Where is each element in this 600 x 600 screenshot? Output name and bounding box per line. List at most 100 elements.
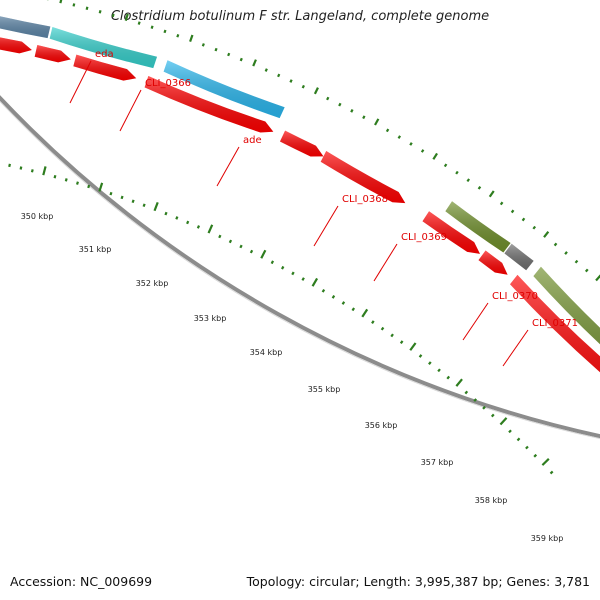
- scale-tick: [455, 378, 463, 387]
- cds-arrow-shade: [320, 151, 406, 204]
- scale-tick: [321, 288, 326, 293]
- outer-tick: [227, 52, 231, 57]
- outer-tick: [72, 3, 76, 7]
- outer-tick: [163, 29, 167, 34]
- scale-tick: [541, 458, 550, 466]
- scale-tick: [490, 413, 495, 418]
- callout-line: [502, 329, 529, 367]
- outer-tick: [264, 68, 268, 72]
- scale-tick: [228, 239, 233, 244]
- outer-tick: [137, 21, 141, 25]
- cds-arrow-shade: [478, 250, 508, 275]
- outer-tick: [289, 79, 293, 83]
- scale-tick: [270, 260, 275, 265]
- feature-label: CLI_0371: [532, 318, 578, 329]
- scale-label: 355 kbp: [308, 385, 341, 394]
- feature-label: CLI_0368: [342, 194, 388, 205]
- outer-tick: [98, 10, 102, 14]
- scale-tick: [186, 220, 190, 225]
- outer-tick: [466, 178, 470, 183]
- callout-line: [69, 60, 92, 104]
- callout-line: [119, 89, 142, 132]
- outer-tick: [326, 96, 330, 101]
- outer-tick: [85, 6, 89, 11]
- outer-tick: [214, 47, 218, 52]
- scale-tick: [30, 169, 34, 173]
- scale-tick: [19, 166, 23, 170]
- scale-tick: [153, 201, 159, 212]
- scale-tick: [516, 437, 521, 442]
- feature-label: ade: [243, 135, 262, 146]
- scale-tick: [120, 195, 124, 200]
- callout-line: [313, 205, 339, 247]
- outer-tick: [176, 33, 180, 38]
- scale-tick: [87, 184, 91, 189]
- scale-tick: [164, 211, 168, 216]
- callout-line: [462, 302, 489, 341]
- outer-tick: [499, 201, 504, 206]
- outer-tick: [574, 259, 579, 264]
- feature-label: CLI_0366: [145, 78, 191, 89]
- scale-tick: [361, 308, 369, 318]
- outer-tick: [201, 43, 205, 47]
- cds-arrow-shade: [0, 37, 32, 54]
- scale-tick: [446, 375, 451, 380]
- outer-tick: [543, 231, 550, 238]
- scale-tick: [341, 301, 346, 305]
- scale-label: 358 kbp: [475, 496, 508, 505]
- scale-tick: [131, 199, 135, 204]
- scale-tick: [142, 203, 146, 208]
- outer-tick: [521, 217, 526, 222]
- outer-tick: [564, 251, 568, 255]
- outer-tick: [189, 34, 194, 43]
- outer-tick: [252, 59, 257, 67]
- scale-tick: [42, 166, 47, 176]
- callout-line: [216, 146, 240, 187]
- outer-tick: [59, 0, 63, 4]
- scale-tick: [525, 445, 529, 450]
- outer-tick: [150, 25, 154, 29]
- scale-label: 351 kbp: [79, 245, 112, 254]
- scale-tick: [311, 277, 319, 287]
- scale-tick: [409, 342, 417, 351]
- scale-label: 353 kbp: [194, 314, 227, 323]
- backbone-line: [0, 94, 600, 439]
- scale-tick: [371, 320, 375, 324]
- scale-tick: [399, 340, 404, 345]
- outer-tick: [510, 209, 515, 214]
- scale-tick: [499, 417, 508, 426]
- scale-tick: [482, 405, 486, 410]
- outer-tick: [124, 13, 129, 21]
- accession-text: Accession: NC_009699: [10, 574, 153, 589]
- outer-tick: [350, 109, 354, 113]
- scale-label: 354 kbp: [250, 348, 283, 357]
- outer-tick: [532, 225, 537, 230]
- scale-tick: [53, 174, 57, 179]
- outer-tick: [595, 274, 600, 282]
- outer-tick: [432, 152, 438, 160]
- outer-tick: [362, 115, 366, 120]
- outer-tick: [553, 242, 558, 247]
- cds-arrow-shade: [144, 75, 274, 133]
- scale-tick: [239, 244, 243, 249]
- feature-block-shade: [0, 16, 51, 39]
- scale-label: 359 kbp: [531, 534, 564, 543]
- scale-tick: [418, 354, 423, 358]
- outer-tick: [477, 185, 482, 190]
- scale-tick: [249, 249, 254, 254]
- callout-line: [373, 243, 398, 282]
- scale-tick: [281, 265, 285, 270]
- outer-tick: [584, 268, 589, 273]
- feature-label: CLI_0370: [492, 291, 538, 302]
- scale-tick: [301, 277, 305, 281]
- scale-tick: [533, 453, 538, 458]
- feature-label: eda: [95, 49, 114, 60]
- scale-tick: [508, 429, 512, 434]
- outer-tick: [374, 118, 380, 126]
- cds-arrow-shade: [34, 45, 71, 63]
- feature-block-shade: [49, 26, 158, 69]
- scale-tick: [390, 333, 394, 338]
- outer-tick: [239, 57, 243, 62]
- feature-block-shade: [533, 266, 600, 345]
